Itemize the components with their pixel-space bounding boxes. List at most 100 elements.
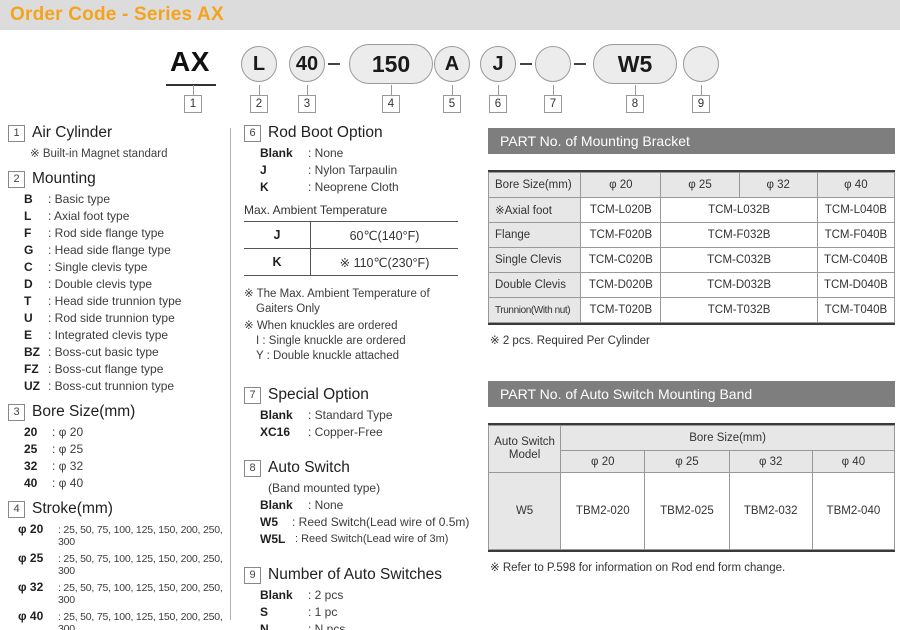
col-header: φ 20 [580,172,662,198]
section-auto-switch: 8 Auto Switch [244,459,482,477]
section-title: Mounting [32,170,96,187]
part-number: TCM-F040B [816,222,896,248]
auto-switch-subtitle: (Band mounted type) [268,481,381,495]
item-key: G [24,243,34,257]
section-title: Number of Auto Switches [268,566,443,583]
item-key: XC16 [260,425,291,439]
connector-line [701,85,702,95]
section-title: Rod Boot Option [268,124,383,141]
list-item: 40: φ 40 [24,476,226,490]
item-key: K [260,180,269,194]
right-column: PART No. of Mounting Bracket Bore Size(m… [487,128,896,574]
item-desc: : Rod side flange type [48,226,165,240]
list-item: Blank: None [260,498,482,512]
position-number: 8 [626,95,644,113]
left-column: 1 Air Cylinder ※ Built-in Magnet standar… [8,122,226,630]
special-option-list: Blank: Standard Type XC16: Copper-Free [244,408,482,439]
list-item: φ 25: 25, 50, 75, 100, 125, 150, 200, 25… [18,551,226,577]
list-item: 25: φ 25 [24,442,226,456]
item-desc: : 25, 50, 75, 100, 125, 150, 200, 250, 3… [58,610,223,630]
item-key: FZ [24,362,39,376]
temp-key: J [244,222,311,248]
item-key: T [24,294,32,308]
band-table-note: ※ Refer to P.598 for information on Rod … [490,562,786,574]
section-title: Stroke(mm) [32,500,113,517]
item-desc: : Standard Type [308,408,393,422]
item-desc: : Neoprene Cloth [308,180,399,194]
col-header: Auto Switch Model [487,425,562,473]
part-number: TCM-D040B [816,272,896,298]
section-num-switches: 9 Number of Auto Switches [244,566,482,584]
item-desc: : φ 32 [52,459,84,473]
dash-separator [328,63,340,65]
connector-line [452,85,453,95]
item-key: Blank [260,498,293,512]
list-item: G: Head side flange type [24,243,226,257]
connector-line [635,85,636,95]
temp-row: J 60℃(140°F) [244,222,458,249]
list-item: 20: φ 20 [24,425,226,439]
position-number: 5 [443,95,461,113]
list-item: E: Integrated clevis type [24,328,226,342]
part-number: TCM-L032B [660,197,818,223]
item-desc: : Basic type [48,192,111,206]
note-line: Y : Double knuckle attached [256,350,399,362]
list-item: D: Double clevis type [24,277,226,291]
item-desc: : None [308,146,344,160]
temp-value: ※ 110℃(230°F) [339,255,430,270]
part-number: TCM-C032B [660,247,818,273]
list-item: L: Axial foot type [24,209,226,223]
order-code-series: AX [170,46,210,77]
list-item: F: Rod side flange type [24,226,226,240]
order-code-special [535,46,571,82]
part-number: TCM-F032B [660,222,818,248]
section-bore-size: 3 Bore Size(mm) [8,403,226,421]
connector-line [553,85,554,95]
col-header: φ 32 [728,450,813,473]
temp-key: K [244,249,311,275]
list-item: φ 20: 25, 50, 75, 100, 125, 150, 200, 25… [18,522,226,548]
list-item: UZ: Boss-cut trunnion type [24,379,226,393]
bore-list: 20: φ 20 25: φ 25 32: φ 32 40: φ 40 [8,425,226,490]
order-code-stroke: 150 [349,44,433,84]
section-mounting: 2 Mounting [8,170,226,188]
item-key: φ 32 [18,580,44,594]
col-header: Bore Size(mm) [560,425,895,451]
part-number: TBM2-020 [560,472,646,550]
item-key: φ 20 [18,522,44,536]
temp-row: K ※ 110℃(230°F) [244,249,458,276]
list-item: FZ : Boss-cut flange type [24,362,226,376]
note-line: I : Single knuckle are ordered [256,335,406,347]
band-table-title: PART No. of Auto Switch Mounting Band [488,381,895,407]
list-item: B: Basic type [24,192,226,206]
section-number-box: 8 [244,459,261,477]
list-item: Blank: 2 pcs [260,588,482,602]
list-item: Blank: None [260,146,482,160]
table-row: Trunnion(With nut) TCM-T020B TCM-T032B T… [487,297,896,323]
table-row: W5 TBM2-020 TBM2-025 TBM2-032 TBM2-040 [487,472,896,550]
row-label: Double Clevis [487,272,582,298]
item-desc: : 2 pcs [308,588,344,602]
item-key: C [24,260,33,274]
item-key: S [260,605,269,619]
section-title: Special Option [268,386,369,403]
dash-separator [520,63,532,65]
temp-table: J 60℃(140°F) K ※ 110℃(230°F) [244,221,458,276]
item-key: BZ [24,345,40,359]
order-code-autoswitch: W5 [593,44,677,84]
order-code-bore: 40 [289,46,325,82]
list-item: 32: φ 32 [24,459,226,473]
list-item: U: Rod side trunnion type [24,311,226,325]
note-line: ※ When knuckles are ordered [244,320,398,332]
rod-boot-notes: ※ The Max. Ambient Temperature of Gaiter… [244,286,482,362]
item-desc: : Boss-cut trunnion type [48,379,175,393]
item-desc: : Boss-cut flange type [48,362,164,376]
section-number-box: 6 [244,124,261,142]
section-stroke: 4 Stroke(mm) [8,500,226,518]
connector-line [193,85,194,95]
col-header: φ 32 [738,172,818,198]
position-number: 3 [298,95,316,113]
list-item: T: Head side trunnion type [24,294,226,308]
band-table: Auto Switch Model Bore Size(mm) φ 20 φ 2… [487,423,896,552]
section-air-cylinder: 1 Air Cylinder [8,124,226,142]
